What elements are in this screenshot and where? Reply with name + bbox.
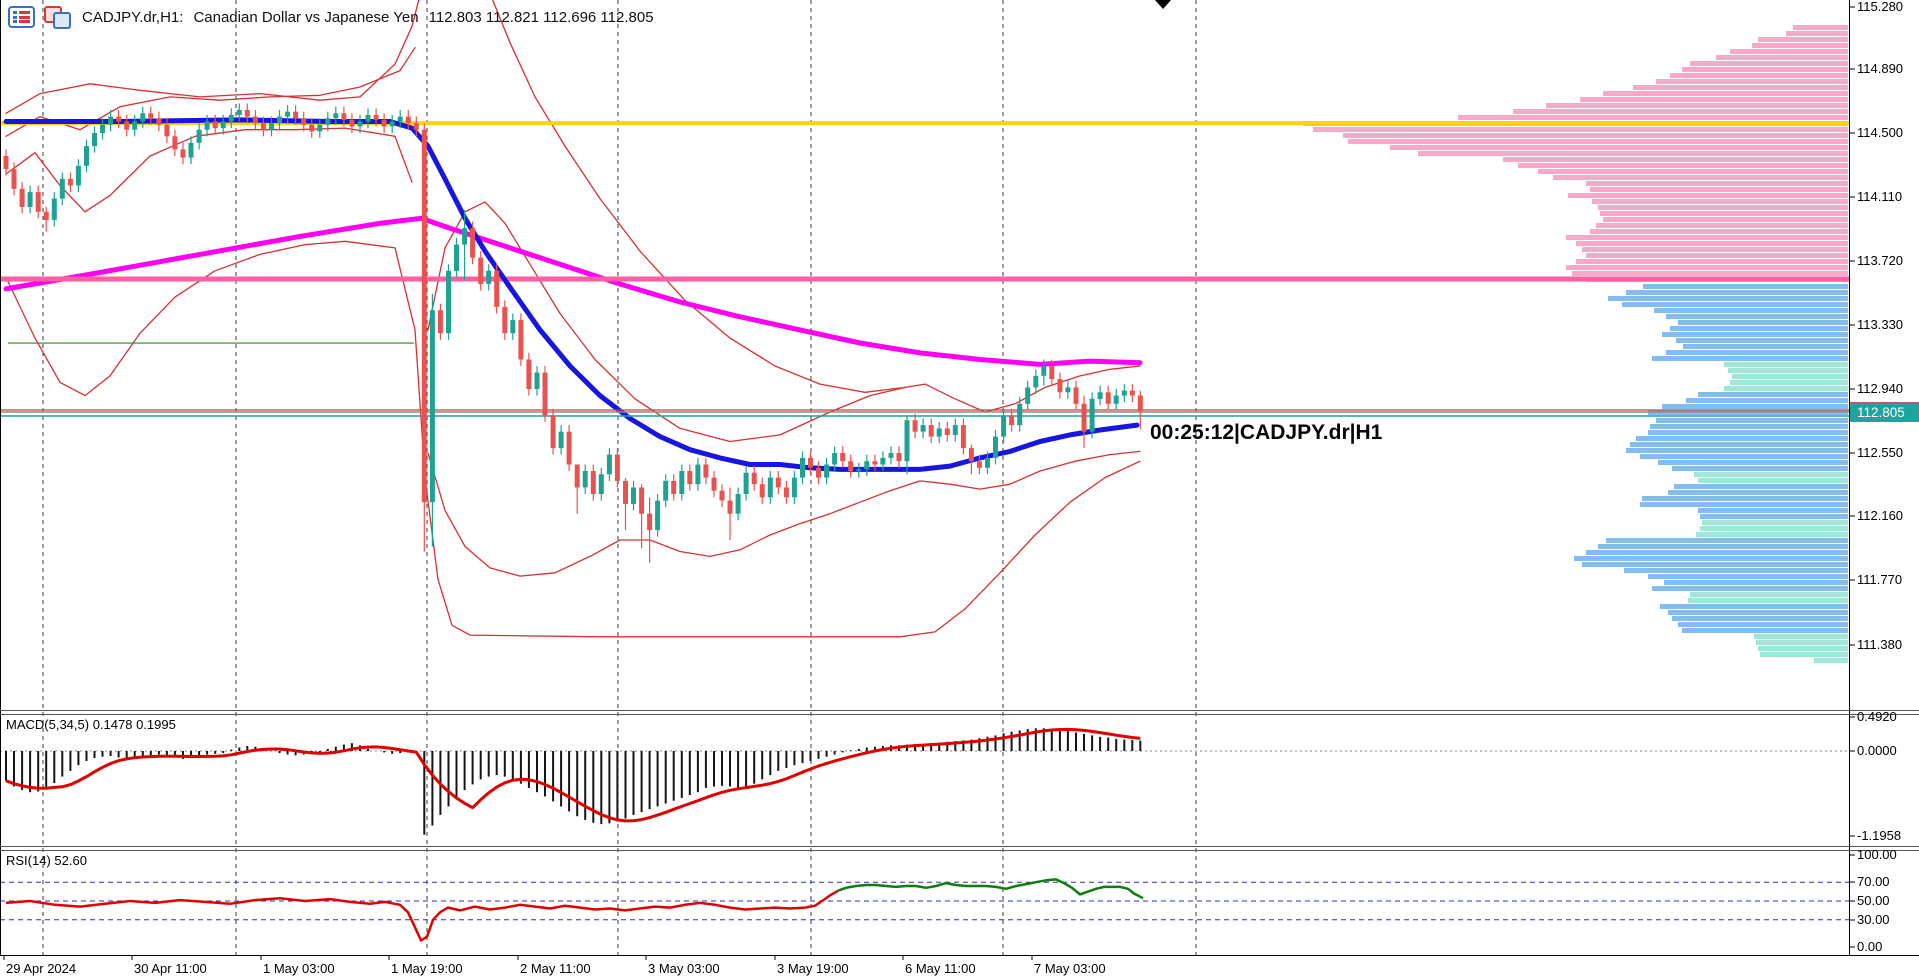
rsi-axis-label: 50.00 (1857, 893, 1890, 908)
list-bar (19, 15, 30, 19)
last-bar-marker-icon[interactable] (1155, 0, 1171, 9)
price-axis-label: 112.940 (1857, 381, 1904, 396)
time-axis-label: 1 May 19:00 (391, 961, 463, 976)
price-axis-label: 114.890 (1857, 61, 1904, 76)
macd-indicator-label: MACD(5,34,5) 0.1478 0.1995 (6, 717, 176, 732)
window-front-shape (53, 12, 71, 29)
chart-list-icon[interactable] (8, 6, 35, 28)
candle-countdown-label: 00:25:12|CADJPY.dr|H1 (1150, 421, 1383, 444)
rsi-axis-label: 0.00 (1857, 939, 1883, 954)
macd-axis-label: -1.1958 (1857, 828, 1902, 843)
list-dot (13, 19, 17, 23)
price-axis-label: 113.330 (1857, 317, 1904, 332)
price-axis-label: 114.110 (1857, 189, 1903, 204)
price-axis-label: 112.160 (1857, 508, 1904, 523)
symbol-timeframe: CADJPY.dr,H1: (82, 8, 184, 26)
list-dot (13, 11, 17, 15)
time-axis-label: 7 May 03:00 (1034, 961, 1106, 976)
current-price-value: 112.805 (1857, 405, 1905, 420)
price-axis-label: 111.380 (1857, 637, 1903, 652)
chart-title: CADJPY.dr,H1: Canadian Dollar vs Japanese… (82, 9, 664, 26)
price-axis-label: 112.550 (1857, 445, 1904, 460)
time-axis-label: 29 Apr 2024 (6, 961, 77, 976)
rsi-indicator-label: RSI(14) 52.60 (6, 853, 87, 868)
ohlc-values: 112.803 112.821 112.696 112.805 (428, 8, 654, 26)
symbol-description: Canadian Dollar vs Japanese Yen (193, 8, 419, 26)
rsi-axis-label: 100.00 (1857, 847, 1897, 862)
time-axis-label: 30 Apr 11:00 (134, 961, 207, 976)
price-axis-label: 111.770 (1857, 572, 1903, 587)
chart-header: CADJPY.dr,H1: Canadian Dollar vs Japanese… (8, 4, 664, 30)
price-axis-label: 114.500 (1857, 125, 1904, 140)
price-axis-label: 113.720 (1857, 253, 1904, 268)
time-axis-label: 1 May 03:00 (263, 961, 335, 976)
macd-axis-label: 0.4920 (1857, 709, 1897, 724)
time-axis-label: 3 May 03:00 (648, 961, 720, 976)
rsi-axis-label: 70.00 (1857, 874, 1890, 889)
time-axis-label: 6 May 11:00 (905, 961, 976, 976)
price-axis-label: 115.280 (1857, 0, 1904, 14)
macd-axis-label: 0.0000 (1857, 743, 1897, 758)
list-bar (19, 11, 30, 15)
list-dot (13, 15, 17, 19)
current-price-badge: 112.805 (1850, 402, 1919, 422)
chart-windows-icon[interactable] (44, 6, 71, 29)
rsi-axis-label: 30.00 (1857, 912, 1890, 927)
list-bar (19, 19, 30, 23)
time-axis-label: 3 May 19:00 (777, 961, 849, 976)
time-axis-label: 2 May 11:00 (520, 961, 591, 976)
